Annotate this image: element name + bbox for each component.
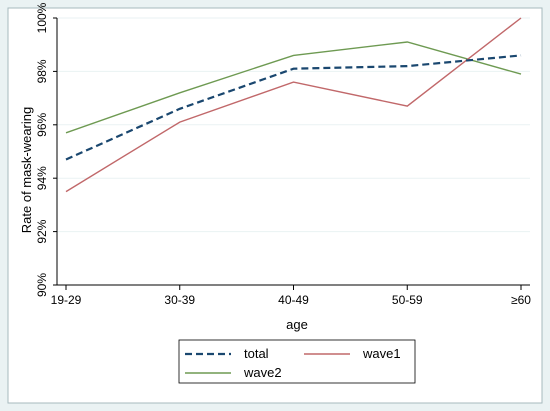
legend-box bbox=[178, 339, 416, 384]
legend-label-wave1: wave1 bbox=[362, 346, 401, 361]
y-tick-label: 96% bbox=[35, 112, 49, 136]
legend-label-total: total bbox=[244, 346, 269, 361]
legend-label-wave2: wave2 bbox=[243, 365, 282, 380]
y-axis-title: Rate of mask-wearing bbox=[19, 107, 34, 233]
series-lines bbox=[65, 17, 522, 193]
legend: total wave1 wave2 bbox=[178, 339, 416, 384]
y-tick-label: 98% bbox=[35, 59, 49, 83]
y-tick-label: 92% bbox=[35, 219, 49, 243]
series-line-wave1 bbox=[65, 17, 522, 193]
gridlines bbox=[57, 17, 530, 233]
series-line-wave2 bbox=[65, 41, 522, 134]
x-tick-label: 19-29 bbox=[51, 293, 82, 307]
y-tick-label: 94% bbox=[35, 166, 49, 190]
chart-background bbox=[7, 7, 543, 404]
axes: 90% 92% 94% 96% 98% 100% 19-29 30-39 40-49 50-59 ≥… bbox=[35, 2, 531, 307]
x-axis-title: age bbox=[286, 317, 308, 332]
y-tick-label: 100% bbox=[35, 2, 49, 33]
x-tick-label: 50-59 bbox=[392, 293, 423, 307]
x-tick-label: 40-49 bbox=[278, 293, 309, 307]
series-line-total bbox=[65, 54, 522, 161]
y-tick-label: 90% bbox=[35, 273, 49, 297]
x-tick-label: 30-39 bbox=[164, 293, 195, 307]
x-tick-label: ≥60 bbox=[511, 293, 531, 307]
